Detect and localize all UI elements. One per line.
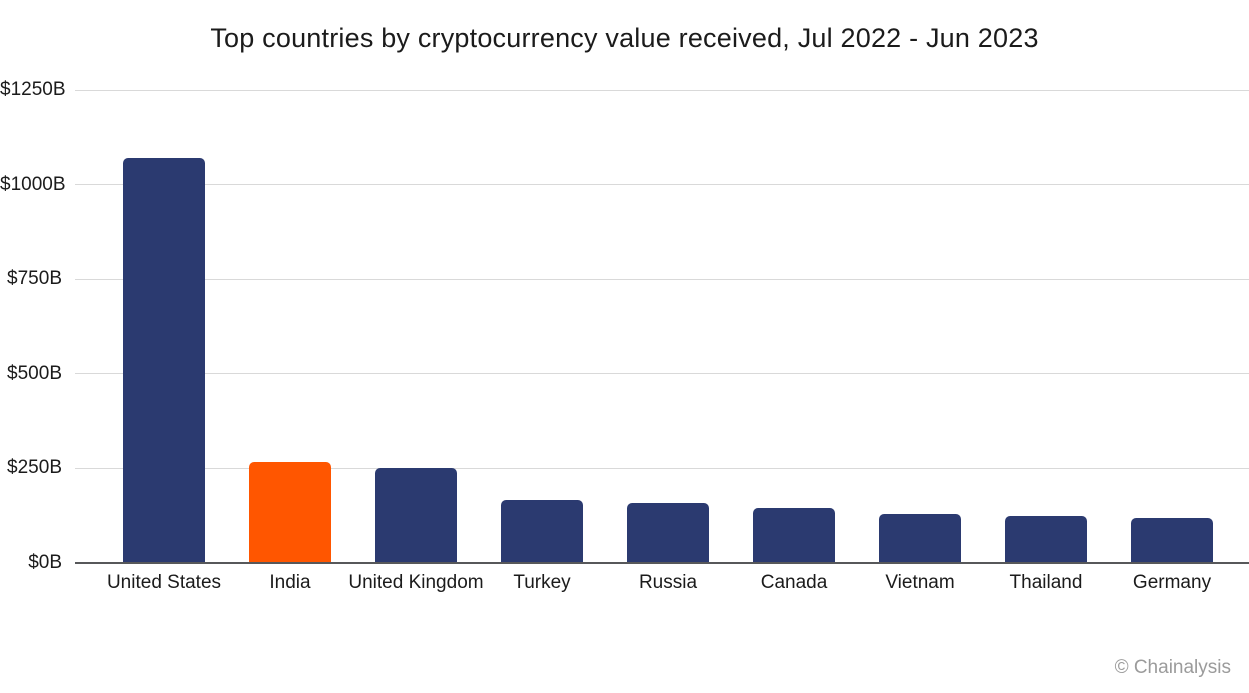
chart-title: Top countries by cryptocurrency value re… [210, 23, 1039, 53]
bar-germany [1131, 518, 1213, 563]
bar-slot-united-kingdom: United Kingdom [348, 90, 484, 593]
category-label: Vietnam [885, 572, 955, 593]
category-label: Canada [760, 572, 828, 593]
bar-slot-thailand: Thailand [983, 90, 1109, 593]
bar-slot-germany: Germany [1109, 90, 1235, 593]
bar-canada [753, 508, 835, 563]
bar-slot-turkey: Turkey [479, 90, 605, 593]
gridline [75, 467, 1249, 469]
y-tick-label: $1250B [0, 79, 66, 100]
category-label: India [269, 572, 311, 593]
y-tick-label: $1000B [0, 173, 66, 195]
bar-vietnam [879, 514, 961, 563]
y-tick-label: $500B [7, 362, 62, 384]
y-axis: $0B $250B $500B $750B $1000B $1250B [0, 79, 66, 573]
category-label: Russia [638, 572, 698, 593]
chart-credit: © Chainalysis [1114, 657, 1231, 678]
bar-india [249, 461, 331, 563]
bar-turkey [501, 500, 583, 563]
y-tick-label: $250B [7, 457, 62, 479]
bar-slot-united-states: United States [101, 90, 227, 593]
y-tick-label: $750B [7, 268, 62, 290]
bar-slot-canada: Canada [731, 90, 857, 593]
gridline [75, 184, 1249, 186]
bars-container: United States India United Kingdom Turkey Ru… [101, 90, 1235, 593]
plot-area: United States India United Kingdom Turkey Ru… [75, 89, 1249, 593]
category-label: United States [106, 572, 222, 593]
category-label: Thailand [1009, 572, 1083, 593]
category-label: Turkey [513, 572, 571, 593]
bar-slot-russia: Russia [605, 90, 731, 593]
gridline [75, 278, 1249, 280]
bar-slot-vietnam: Vietnam [857, 90, 983, 593]
category-label: United Kingdom [348, 572, 484, 593]
bar-united-states [123, 158, 205, 563]
bar-russia [627, 503, 709, 563]
gridline [75, 373, 1249, 375]
y-tick-label: $0B [28, 552, 62, 573]
bar-thailand [1005, 516, 1087, 563]
gridline [75, 89, 1249, 91]
bar-slot-india: India [227, 90, 353, 593]
category-label: Germany [1132, 572, 1212, 593]
bar-united-kingdom [375, 467, 457, 563]
x-axis-line [75, 562, 1249, 564]
